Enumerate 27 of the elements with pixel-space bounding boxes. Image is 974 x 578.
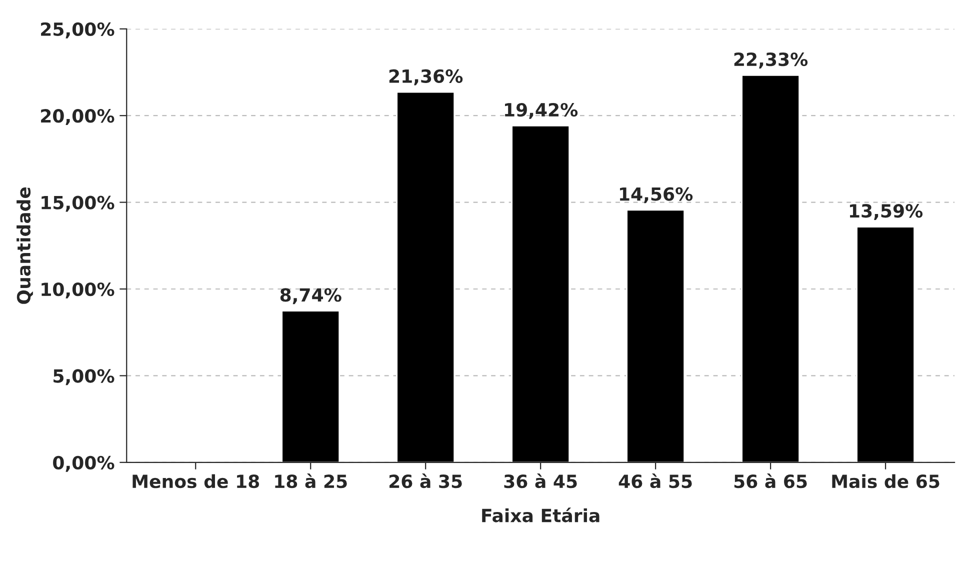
y-tick-label: 25,00%	[41, 22, 114, 38]
x-tick-label: 36 à 45	[504, 473, 577, 488]
data-label: 8,74%	[280, 288, 342, 304]
data-label: 22,33%	[734, 52, 808, 68]
y-tick-label: 20,00%	[41, 109, 114, 126]
data-label: 19,42%	[505, 102, 578, 119]
x-tick-label: 18 à 25	[275, 473, 347, 488]
y-tick-label: 0,00%	[53, 456, 114, 472]
y-tick-label: 5,00%	[54, 369, 114, 386]
x-tick-label: Mais de 65	[832, 474, 940, 488]
x-tick-label: 26 à 35	[390, 473, 462, 488]
y-axis-title: Quantidade	[16, 187, 33, 304]
bar	[741, 74, 800, 462]
bar	[626, 209, 685, 462]
x-axis-title: Faixa Etária	[482, 508, 600, 522]
data-label: 14,56%	[620, 187, 693, 204]
y-tick-label: 15,00%	[42, 196, 114, 212]
bar	[511, 124, 570, 462]
x-tick-label: Menos de 18	[132, 474, 260, 488]
bar	[396, 91, 456, 462]
bar	[281, 310, 340, 462]
y-tick-label: 10,00%	[42, 282, 114, 298]
data-label: 21,36%	[389, 69, 463, 86]
bar	[856, 226, 915, 462]
x-tick-label: 56 à 65	[734, 473, 807, 488]
x-tick-label: 46 à 55	[618, 473, 692, 488]
data-label: 13,59%	[850, 204, 923, 220]
